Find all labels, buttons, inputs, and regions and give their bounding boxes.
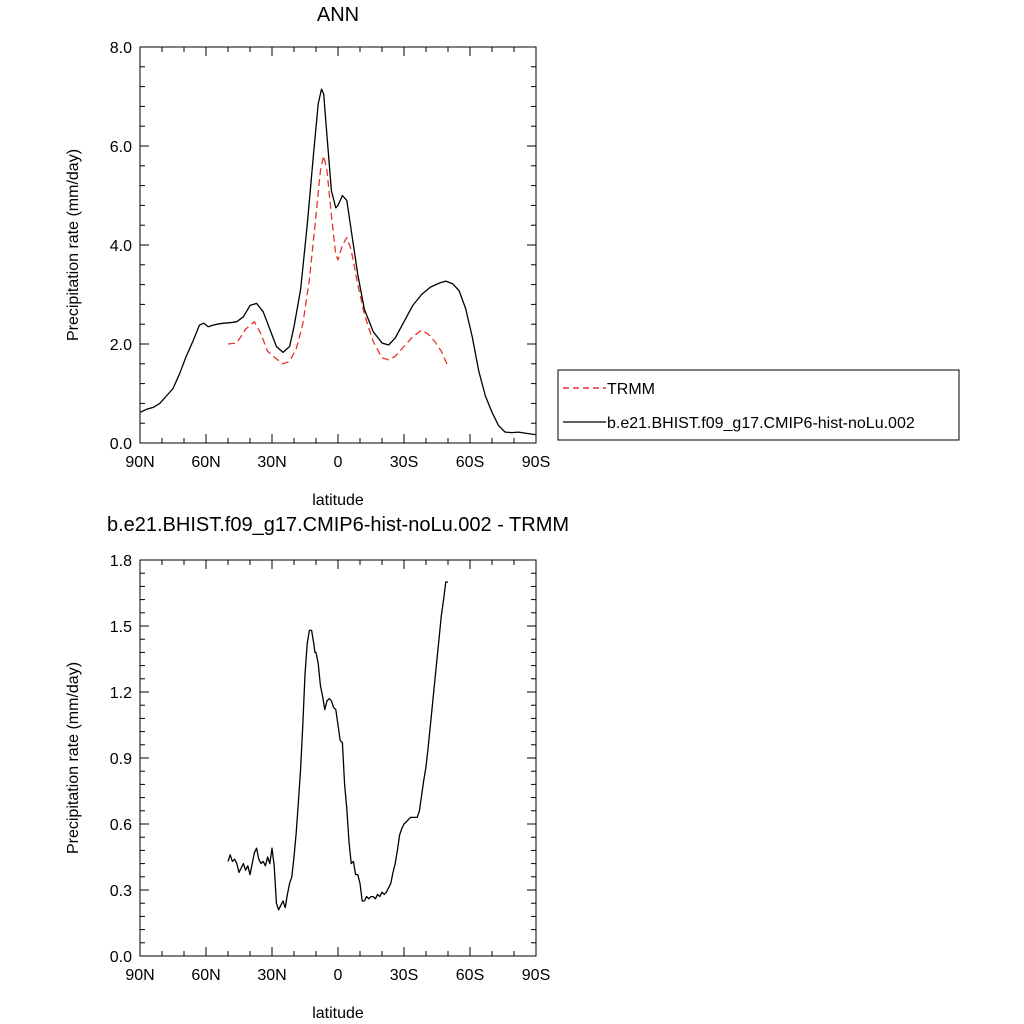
legend-label-model: b.e21.BHIST.f09_g17.CMIP6-hist-noLu.002 [607,415,915,432]
bottom-x-tick-label: 0 [334,967,343,984]
top-x-tick-label: 0 [334,454,343,471]
top-y-tick-label: 6.0 [110,139,132,156]
top-series-line-0 [227,155,449,367]
bottom-x-tick-label: 60S [456,967,484,984]
top-y-tick-label: 2.0 [110,337,132,354]
bottom-y-tick-label: 0.3 [110,883,132,900]
bottom-x-tick-label: 60N [191,967,220,984]
bottom-series-layer [227,581,448,911]
top-ticks-layer: 90N 60N 30N 0 30S 60S 90S 0.0 2.0 4.0 6.0 8.0 [110,40,550,471]
bottom-y-tick-label: 0.0 [110,949,132,966]
top-y-tick-label: 0.0 [110,436,132,453]
bottom-y-tick-label: 1.5 [110,619,132,636]
x-axis-label: latitude [312,492,364,509]
top-x-tick-label: 60N [191,454,220,471]
x-axis-label-diff: latitude [312,1005,364,1022]
bottom-x-tick-label: 90S [522,967,550,984]
legend-label-trmm: TRMM [607,381,655,398]
bottom-y-tick-label: 0.6 [110,817,132,834]
top-y-tick-label: 4.0 [110,238,132,255]
top-x-tick-label: 90S [522,454,550,471]
bottom-y-tick-label: 1.2 [110,685,132,702]
legend: TRMM b.e21.BHIST.f09_g17.CMIP6-hist-noLu… [557,369,960,441]
top-series-layer [139,88,537,436]
chart-bottom: b.e21.BHIST.f09_g17.CMIP6-hist-noLu.002 … [65,514,569,1022]
bottom-x-tick-label: 30N [257,967,286,984]
top-x-tick-label: 60S [456,454,484,471]
bottom-y-tick-label: 1.8 [110,553,132,570]
top-x-tick-label: 90N [125,454,154,471]
bottom-series-line-0 [227,581,448,911]
y-axis-label: Precipitation rate (mm/day) [65,149,82,341]
bottom-ticks-layer: 90N 60N 30N 0 30S 60S 90S 0.0 0.3 0.6 0.9 1.2 1.5 1.8 [110,553,550,984]
bottom-x-tick-label: 30S [390,967,418,984]
top-series-line-1 [139,88,537,436]
chart-title: ANN [317,4,359,26]
chart-title-diff: b.e21.BHIST.f09_g17.CMIP6-hist-noLu.002 … [107,514,569,536]
plot-frame [139,46,537,444]
top-x-tick-label: 30N [257,454,286,471]
plot-frame-diff [139,559,537,957]
top-x-tick-label: 30S [390,454,418,471]
y-axis-label-diff: Precipitation rate (mm/day) [65,662,82,854]
bottom-x-tick-label: 90N [125,967,154,984]
chart-top: ANN 90N 60N 30N 0 30S 60S 90S 0.0 2.0 4.0 6.0 8.0 l… [65,4,550,509]
top-y-tick-label: 8.0 [110,40,132,57]
legend-box [557,369,960,441]
bottom-y-tick-label: 0.9 [110,751,132,768]
